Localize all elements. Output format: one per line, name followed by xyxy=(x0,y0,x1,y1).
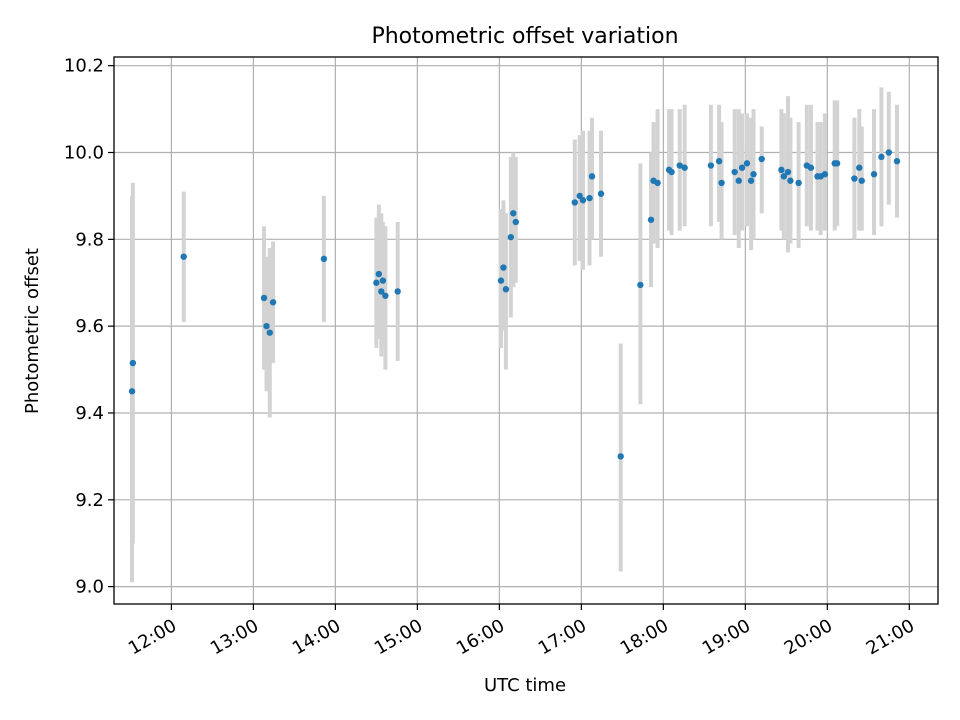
data-point xyxy=(382,292,389,299)
data-point xyxy=(394,288,401,295)
data-point xyxy=(885,149,893,156)
plot-frame xyxy=(113,56,939,605)
data-point xyxy=(715,157,723,165)
data-point xyxy=(735,177,742,184)
data-point xyxy=(738,164,746,171)
y-tick-label: 9.8 xyxy=(75,229,104,250)
data-point xyxy=(512,218,519,226)
data-point xyxy=(747,177,755,184)
data-point xyxy=(269,299,277,306)
data-point xyxy=(821,171,829,178)
data-point xyxy=(654,179,661,187)
data-point xyxy=(378,288,385,295)
data-point xyxy=(858,177,865,184)
y-tick-label: 9.6 xyxy=(75,316,104,337)
data-point xyxy=(743,160,751,167)
data-point xyxy=(731,168,738,176)
y-axis-label: Photometric offset xyxy=(22,248,43,414)
y-tick-label: 9.4 xyxy=(75,403,104,424)
data-point xyxy=(878,153,885,161)
data-point xyxy=(510,210,517,217)
data-point xyxy=(780,173,788,180)
data-point xyxy=(784,168,792,176)
data-point xyxy=(617,453,624,460)
data-point xyxy=(266,329,273,336)
data-point xyxy=(870,171,878,178)
data-point xyxy=(750,171,757,178)
data-point xyxy=(576,192,583,200)
data-point xyxy=(500,264,507,271)
data-point xyxy=(718,179,725,187)
data-point xyxy=(373,279,380,286)
data-point xyxy=(571,199,578,206)
data-point xyxy=(128,388,136,395)
x-axis-label: UTC time xyxy=(484,675,566,696)
data-point xyxy=(676,162,683,169)
data-point xyxy=(778,166,785,174)
data-point xyxy=(507,233,515,241)
y-tick-label: 10.0 xyxy=(64,143,104,164)
data-point xyxy=(893,157,901,165)
y-tick-label: 9.0 xyxy=(75,577,104,598)
y-tick-label: 10.2 xyxy=(64,56,104,77)
data-point xyxy=(497,277,505,284)
data-point xyxy=(586,194,593,202)
data-point xyxy=(856,164,863,171)
data-point xyxy=(758,155,765,163)
data-point xyxy=(597,190,605,197)
data-point xyxy=(375,270,383,278)
data-point xyxy=(180,253,187,260)
data-point xyxy=(260,294,268,302)
y-tick-label: 9.2 xyxy=(75,490,104,511)
data-point xyxy=(637,281,644,289)
data-point xyxy=(647,216,655,223)
data-point xyxy=(263,322,270,330)
data-point xyxy=(707,162,715,169)
data-point xyxy=(833,160,841,167)
data-point xyxy=(668,168,675,176)
data-point xyxy=(795,179,802,187)
data-point xyxy=(129,359,137,367)
data-point xyxy=(681,164,688,171)
data-point xyxy=(807,164,815,171)
data-point xyxy=(379,277,387,284)
data-point xyxy=(320,255,328,263)
data-points xyxy=(128,149,901,460)
data-point xyxy=(502,286,510,293)
data-point xyxy=(579,197,587,204)
grid xyxy=(114,57,938,604)
data-point xyxy=(588,173,596,180)
data-point xyxy=(851,175,858,182)
data-point xyxy=(787,177,794,184)
chart-title: Photometric offset variation xyxy=(371,24,678,49)
